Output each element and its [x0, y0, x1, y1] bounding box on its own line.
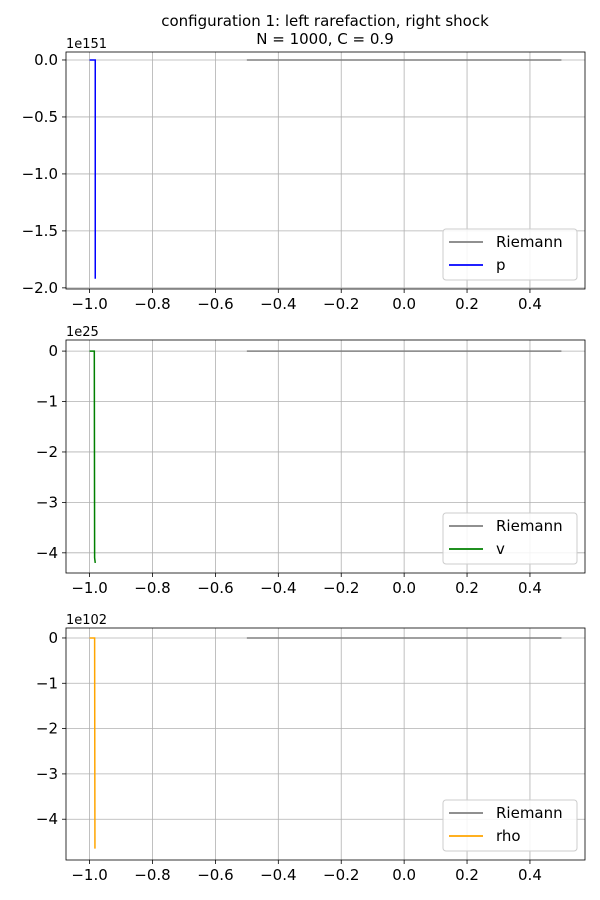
x-tick-label: −0.6: [197, 579, 233, 597]
y-tick-label: −4: [36, 544, 58, 562]
figure-title-line2: N = 1000, C = 0.9: [256, 30, 393, 48]
y-tick-label: −1: [36, 674, 58, 692]
x-tick-label: −0.8: [134, 866, 170, 884]
x-tick-label: −0.4: [260, 866, 296, 884]
x-tick-label: −0.2: [323, 866, 359, 884]
x-tick-label: 0.2: [455, 866, 479, 884]
axes-frame: [65, 51, 586, 290]
x-tick-label: 0.0: [392, 866, 416, 884]
y-tick-label: −2.0: [22, 279, 58, 297]
x-tick-label: 0.0: [392, 579, 416, 597]
y-tick-label: −0.5: [22, 108, 58, 126]
x-tick-label: −1.0: [71, 579, 107, 597]
y-tick-label: −4: [36, 810, 58, 828]
x-tick-label: −1.0: [71, 866, 107, 884]
subplot-v: −1.0 −0.8 −0.6 −0.4 −0.2 0.0 0.2 0.4 0 −1 −2 −3 −4 1e…: [36, 325, 586, 597]
axes-frame: [65, 627, 586, 861]
x-tick-label: 0.0: [392, 295, 416, 313]
legend: Riemann rho: [442, 799, 578, 852]
series-line-v: [89, 350, 96, 564]
y-offset-text: 1e151: [66, 37, 107, 52]
y-tick-label: −1.0: [22, 165, 58, 183]
series-line-rho: [89, 637, 96, 849]
legend: Riemann v: [442, 512, 578, 565]
x-tick-label: 0.4: [518, 295, 542, 313]
legend-label-riemann: Riemann: [496, 804, 563, 822]
subplot-p: −1.0 −0.8 −0.6 −0.4 −0.2 0.0 0.2 0.4 0.0 −0.5 −1.0…: [22, 37, 586, 313]
y-tick-label: −3: [36, 493, 58, 511]
subplot-rho: −1.0 −0.8 −0.6 −0.4 −0.2 0.0 0.2 0.4 0 −1 −2 −3 −4 1e…: [36, 613, 586, 884]
x-tick-label: −0.4: [260, 295, 296, 313]
axes-frame: [65, 339, 586, 574]
x-tick-label: 0.2: [455, 295, 479, 313]
y-tick-label: −1.5: [22, 222, 58, 240]
x-tick-label: −0.8: [134, 295, 170, 313]
y-tick-label: −3: [36, 765, 58, 783]
legend: Riemann p: [442, 228, 578, 281]
x-tick-label: −0.4: [260, 579, 296, 597]
series-line-p: [89, 59, 96, 279]
figure-title-line1: configuration 1: left rarefaction, right…: [161, 12, 489, 30]
subplots: −1.0 −0.8 −0.6 −0.4 −0.2 0.0 0.2 0.4 0.0 −0.5 −1.0…: [22, 37, 586, 884]
y-offset-text: 1e25: [66, 325, 99, 340]
x-tick-label: 0.2: [455, 579, 479, 597]
x-tick-label: −0.2: [323, 295, 359, 313]
x-tick-label: −1.0: [71, 295, 107, 313]
legend-label-rho: rho: [496, 827, 521, 845]
y-tick-label: 0.0: [34, 51, 58, 69]
legend-label-riemann: Riemann: [496, 233, 563, 251]
y-tick-label: 0: [48, 629, 58, 647]
x-tick-label: −0.6: [197, 295, 233, 313]
x-tick-label: −0.6: [197, 866, 233, 884]
x-tick-label: −0.2: [323, 579, 359, 597]
y-tick-label: 0: [48, 342, 58, 360]
y-tick-label: −2: [36, 720, 58, 738]
legend-label-p: p: [496, 256, 506, 274]
x-tick-label: −0.8: [134, 579, 170, 597]
legend-label-v: v: [496, 540, 505, 558]
x-tick-label: 0.4: [518, 866, 542, 884]
y-tick-label: −1: [36, 393, 58, 411]
y-tick-label: −2: [36, 443, 58, 461]
x-tick-label: 0.4: [518, 579, 542, 597]
y-offset-text: 1e102: [66, 613, 107, 628]
legend-label-riemann: Riemann: [496, 517, 563, 535]
